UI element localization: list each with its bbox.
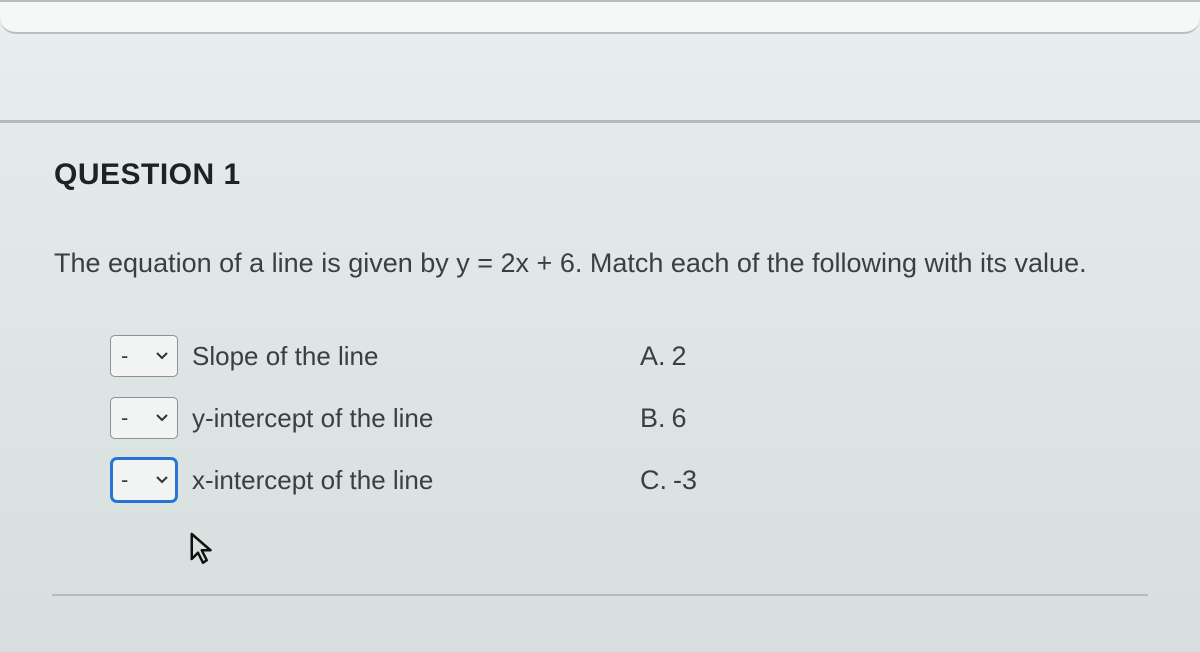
- match-select-1[interactable]: -: [110, 335, 178, 377]
- match-label: Slope of the line: [192, 341, 378, 372]
- answer-letter: C.: [640, 465, 667, 495]
- select-value: -: [121, 467, 128, 493]
- select-value: -: [121, 405, 128, 431]
- chevron-down-icon: [155, 473, 169, 487]
- match-row: - x-intercept of the line C.-3: [110, 449, 1164, 511]
- match-label: x-intercept of the line: [192, 465, 433, 496]
- chevron-down-icon: [155, 411, 169, 425]
- section-divider: [0, 120, 1200, 123]
- answer-option: B.6: [640, 403, 687, 434]
- question-prompt: The equation of a line is given by y = 2…: [54, 248, 1164, 279]
- answer-value: -3: [673, 465, 697, 495]
- answer-value: 6: [672, 403, 687, 433]
- cursor-icon: [188, 531, 218, 567]
- question-title: QUESTION 1: [54, 158, 1164, 192]
- answer-option: A.2: [640, 341, 687, 372]
- chevron-down-icon: [155, 349, 169, 363]
- match-select-3[interactable]: -: [110, 457, 178, 503]
- match-label: y-intercept of the line: [192, 403, 433, 434]
- answer-value: 2: [672, 341, 687, 371]
- answer-letter: B.: [640, 403, 666, 433]
- app-top-bar: [0, 0, 1200, 34]
- match-select-2[interactable]: -: [110, 397, 178, 439]
- select-value: -: [121, 343, 128, 369]
- match-rows: - Slope of the line A.2 - y-interc: [54, 325, 1164, 511]
- question-content: QUESTION 1 The equation of a line is giv…: [54, 158, 1164, 511]
- answer-option: C.-3: [640, 465, 697, 496]
- content-baseline: [52, 594, 1148, 596]
- quiz-screen: QUESTION 1 The equation of a line is giv…: [0, 0, 1200, 652]
- match-row: - y-intercept of the line B.6: [110, 387, 1164, 449]
- match-row: - Slope of the line A.2: [110, 325, 1164, 387]
- answer-letter: A.: [640, 341, 666, 371]
